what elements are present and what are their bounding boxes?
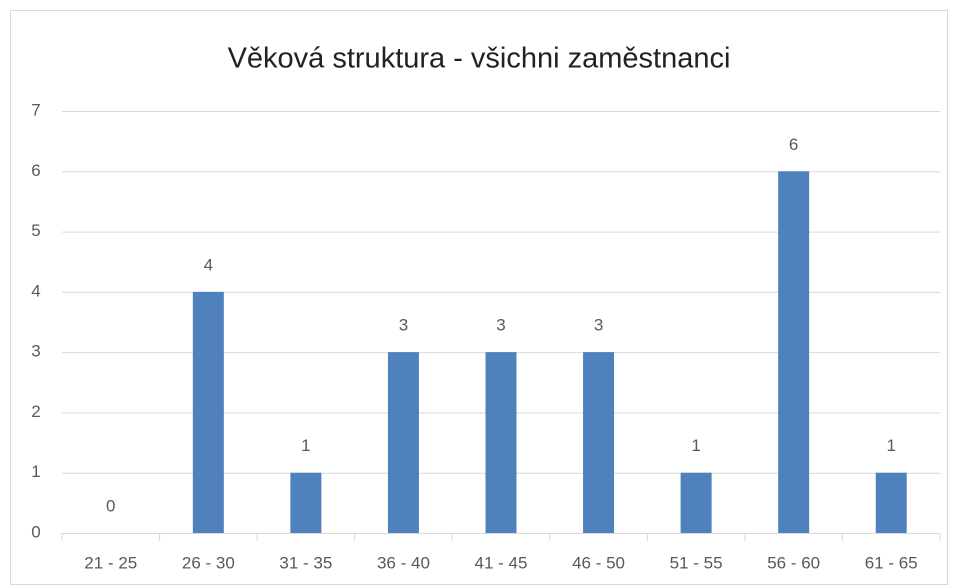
y-tick-label: 7 bbox=[31, 100, 40, 119]
y-tick-label: 1 bbox=[31, 462, 40, 481]
bar bbox=[680, 472, 712, 533]
y-tick-label: 6 bbox=[31, 161, 40, 180]
bar bbox=[778, 171, 810, 534]
data-label: 0 bbox=[106, 496, 115, 515]
y-tick-label: 0 bbox=[31, 522, 40, 541]
bar bbox=[485, 352, 517, 533]
x-tick-label: 56 - 60 bbox=[767, 553, 820, 572]
y-tick-label: 2 bbox=[31, 402, 40, 421]
x-tick-label: 46 - 50 bbox=[572, 553, 625, 572]
data-label: 3 bbox=[594, 316, 603, 335]
x-tick-label: 26 - 30 bbox=[182, 553, 235, 572]
data-label: 3 bbox=[399, 316, 408, 335]
bar bbox=[192, 291, 224, 533]
data-label: 1 bbox=[886, 436, 895, 455]
bar bbox=[290, 472, 322, 533]
data-label: 1 bbox=[301, 436, 310, 455]
bar bbox=[875, 472, 907, 533]
y-tick-label: 3 bbox=[31, 342, 40, 361]
x-tick-label: 31 - 35 bbox=[279, 553, 332, 572]
data-label: 3 bbox=[496, 316, 505, 335]
data-label: 1 bbox=[691, 436, 700, 455]
bar bbox=[387, 352, 419, 533]
y-tick-label: 5 bbox=[31, 221, 40, 240]
x-tick-label: 36 - 40 bbox=[377, 553, 430, 572]
bar bbox=[583, 352, 615, 533]
data-label: 4 bbox=[204, 255, 213, 274]
x-tick-label: 61 - 65 bbox=[865, 553, 918, 572]
x-tick-label: 21 - 25 bbox=[84, 553, 137, 572]
x-tick-label: 41 - 45 bbox=[475, 553, 528, 572]
x-tick-label: 51 - 55 bbox=[670, 553, 723, 572]
chart-title: Věková struktura - všichni zaměstnanci bbox=[228, 43, 731, 75]
data-label: 6 bbox=[789, 135, 798, 154]
y-tick-label: 4 bbox=[31, 281, 40, 300]
